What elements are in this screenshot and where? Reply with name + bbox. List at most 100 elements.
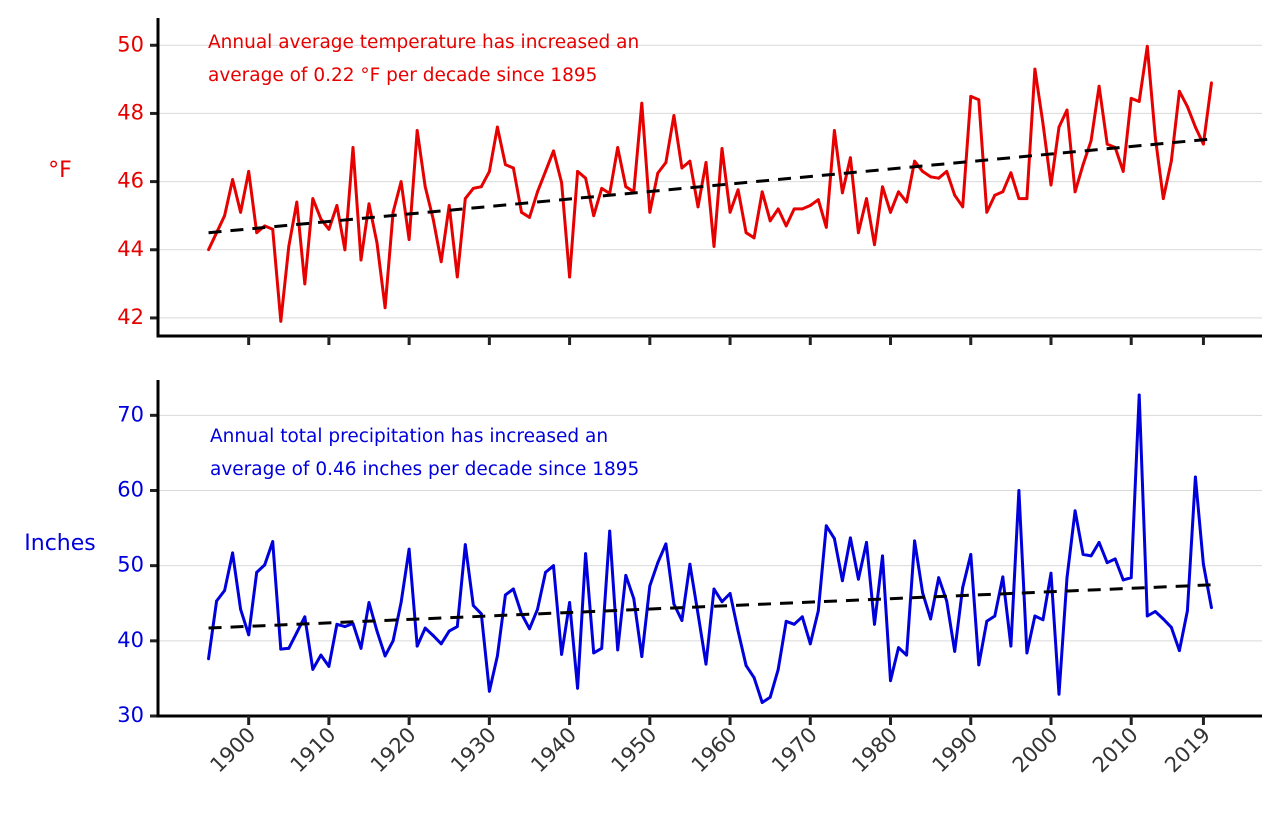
y-tick-label: 30 xyxy=(117,703,144,727)
data-point xyxy=(648,584,652,588)
data-point xyxy=(624,185,628,189)
data-point xyxy=(447,629,451,633)
x-tick-label: 1930 xyxy=(446,723,501,778)
data-point xyxy=(303,282,307,286)
data-point xyxy=(487,689,491,693)
data-point xyxy=(857,231,860,235)
data-point xyxy=(993,193,997,197)
data-point xyxy=(311,667,315,671)
data-point xyxy=(640,101,644,105)
data-point xyxy=(849,536,852,540)
data-point xyxy=(1137,100,1141,103)
data-point xyxy=(1210,606,1213,610)
data-point xyxy=(792,207,796,211)
data-point xyxy=(223,214,226,218)
data-point xyxy=(897,190,900,194)
data-point xyxy=(311,197,315,201)
data-point xyxy=(1185,609,1189,613)
data-point xyxy=(768,695,772,699)
data-point xyxy=(1161,617,1165,621)
data-point xyxy=(704,161,708,164)
data-point xyxy=(905,653,908,657)
data-point xyxy=(816,198,820,202)
data-point xyxy=(1169,159,1173,163)
data-point xyxy=(1025,651,1029,655)
data-point xyxy=(1001,190,1005,194)
data-point xyxy=(1113,557,1117,561)
data-point xyxy=(295,631,299,634)
data-point xyxy=(544,571,547,574)
data-point xyxy=(287,244,291,248)
data-point xyxy=(865,197,868,201)
data-point xyxy=(961,586,965,589)
data-point xyxy=(1153,610,1157,613)
data-point xyxy=(1073,190,1077,194)
x-tick-label: 1960 xyxy=(687,723,742,778)
data-point xyxy=(415,129,419,132)
data-point xyxy=(319,217,323,221)
data-point xyxy=(953,193,957,197)
data-point xyxy=(1105,561,1109,565)
data-point xyxy=(873,622,876,626)
data-point xyxy=(512,587,515,591)
data-point xyxy=(1145,44,1149,48)
data-point xyxy=(327,227,331,231)
data-point xyxy=(335,204,339,207)
data-point xyxy=(1105,142,1109,146)
data-point xyxy=(359,258,363,262)
data-point xyxy=(728,592,732,595)
data-point xyxy=(207,248,210,252)
data-point xyxy=(1033,614,1037,618)
data-point xyxy=(215,599,218,603)
data-point xyxy=(231,551,235,555)
data-point xyxy=(447,204,451,207)
data-point xyxy=(319,653,323,657)
data-point xyxy=(1049,183,1053,187)
data-point xyxy=(1089,139,1093,143)
data-point xyxy=(600,187,604,190)
data-point xyxy=(897,646,900,649)
data-point xyxy=(1017,489,1021,492)
data-point xyxy=(688,159,692,163)
data-point xyxy=(552,149,555,153)
data-point xyxy=(1194,475,1197,479)
data-point xyxy=(455,625,459,628)
data-point xyxy=(239,210,243,214)
data-point xyxy=(223,589,226,592)
data-point xyxy=(1041,618,1045,622)
data-point xyxy=(576,686,580,690)
data-point xyxy=(1025,197,1029,201)
data-point xyxy=(712,244,716,248)
data-point xyxy=(760,190,764,194)
data-point xyxy=(616,146,620,149)
data-point xyxy=(873,243,876,247)
temperature-panel: 42 44 46 48 50 °F Annual average temperature h… xyxy=(48,18,1262,345)
data-point xyxy=(1129,576,1133,580)
data-point xyxy=(752,676,756,680)
data-point xyxy=(1065,576,1069,580)
data-point xyxy=(840,579,844,583)
data-point xyxy=(431,217,435,221)
data-point xyxy=(937,576,941,580)
y-tick-label: 42 xyxy=(117,305,144,329)
data-point xyxy=(1033,67,1037,71)
data-point xyxy=(375,629,379,633)
data-point xyxy=(431,634,435,637)
y-axis-label: Inches xyxy=(24,531,95,556)
y-axis-label: °F xyxy=(48,158,72,183)
data-point xyxy=(407,547,411,551)
data-point xyxy=(696,612,700,616)
data-point xyxy=(343,248,347,252)
data-point xyxy=(536,190,539,194)
data-point xyxy=(720,600,724,604)
data-point xyxy=(504,163,507,166)
data-point xyxy=(1097,540,1101,544)
data-point xyxy=(744,231,748,235)
data-point xyxy=(656,561,660,565)
data-point xyxy=(568,601,571,604)
x-tick-label: 2010 xyxy=(1088,723,1143,778)
data-point xyxy=(568,275,571,279)
data-point xyxy=(889,679,892,683)
data-point xyxy=(544,169,547,173)
data-point xyxy=(576,169,580,173)
